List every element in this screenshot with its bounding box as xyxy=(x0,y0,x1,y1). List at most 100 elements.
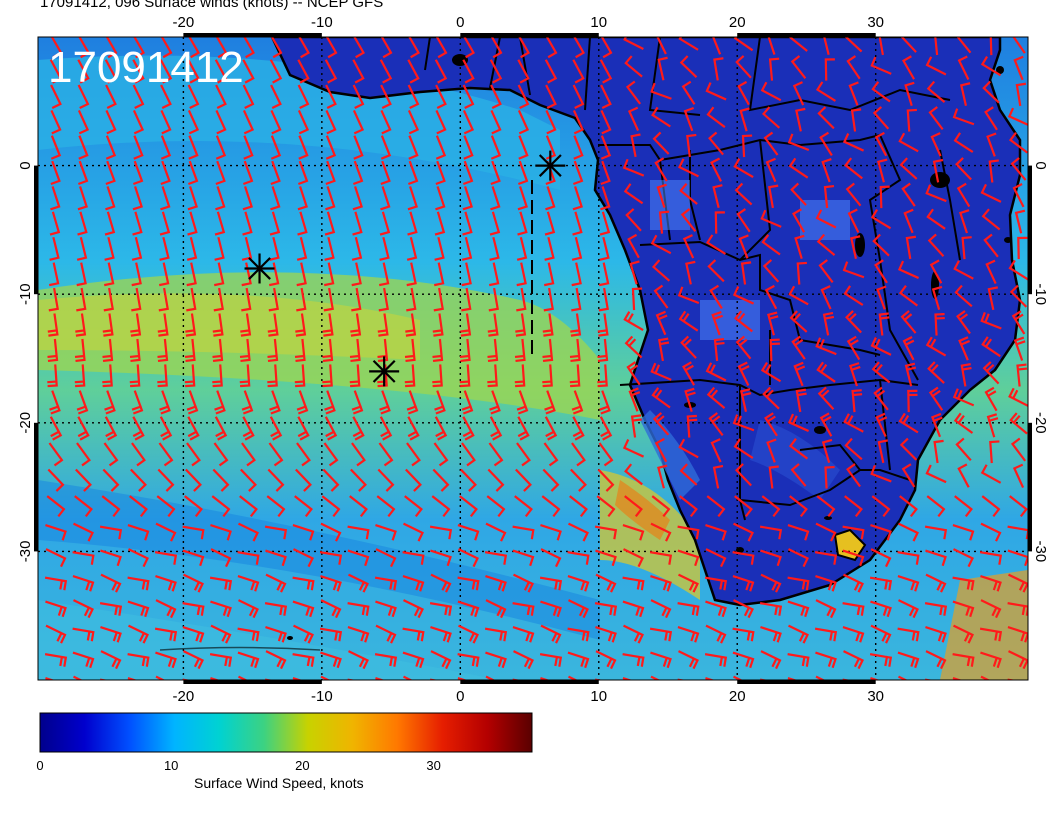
wind-barb xyxy=(131,442,146,467)
wind-barb xyxy=(791,335,806,360)
wind-barb xyxy=(435,135,447,160)
wind-barb xyxy=(432,468,450,492)
wind-barb xyxy=(434,416,448,441)
wind-barb xyxy=(650,599,672,619)
wind-barb xyxy=(787,413,810,433)
wind-barb xyxy=(981,495,1001,518)
wind-barb xyxy=(375,600,397,618)
wind-barb xyxy=(980,311,1002,330)
wind-barb xyxy=(407,186,418,211)
wind-barb xyxy=(544,390,556,415)
frame-tick xyxy=(183,33,322,37)
wind-barb xyxy=(72,575,95,592)
wind-barb xyxy=(320,599,342,619)
wind-barb xyxy=(324,236,335,261)
wind-barb xyxy=(242,160,254,186)
wind-barb xyxy=(132,416,145,441)
wind-barb xyxy=(572,59,585,84)
lon-label-bottom: -10 xyxy=(311,688,333,705)
map-title: 17091412, 096 Surface winds (knots) -- N… xyxy=(40,0,384,11)
wind-barb xyxy=(489,236,500,261)
wind-barb xyxy=(955,157,972,181)
wind-barb xyxy=(738,234,749,259)
wind-barb xyxy=(242,84,255,109)
wind-barb xyxy=(375,624,397,644)
wind-barb xyxy=(818,259,834,284)
lon-label-bottom: 20 xyxy=(729,688,746,705)
wind-barb xyxy=(734,182,753,206)
wind-barb xyxy=(320,522,342,542)
wind-barb xyxy=(210,548,232,568)
wind-barb xyxy=(1015,82,1027,107)
wind-barb xyxy=(787,133,810,152)
wind-barb xyxy=(104,416,118,441)
colorbar-title: Surface Wind Speed, knots xyxy=(194,775,364,791)
wind-barb xyxy=(435,84,447,109)
wind-barb xyxy=(737,80,750,106)
wind-barb xyxy=(815,209,837,229)
wind-barb xyxy=(815,522,837,542)
wind-barb xyxy=(434,59,448,84)
wind-barb xyxy=(517,59,530,84)
wind-barb xyxy=(869,576,893,591)
wind-barb xyxy=(380,84,392,109)
wind-barb xyxy=(569,338,581,363)
wind-barb xyxy=(485,575,507,592)
wind-barb xyxy=(622,524,645,541)
wind-barb xyxy=(379,262,390,287)
wind-barb xyxy=(624,463,643,486)
wind-barb xyxy=(319,627,343,642)
wind-barb xyxy=(407,416,420,441)
wind-barb xyxy=(542,313,554,337)
wind-barb xyxy=(324,59,338,84)
wind-barb xyxy=(379,211,391,236)
wind-barb xyxy=(845,182,862,207)
wind-barb xyxy=(678,438,699,459)
wind-barb xyxy=(239,495,258,518)
wind-barb xyxy=(242,211,253,236)
wind-barb xyxy=(186,236,198,261)
storm-marker-icon xyxy=(535,150,566,181)
wind-barb xyxy=(46,495,66,518)
wind-barb xyxy=(596,495,616,518)
wind-barb xyxy=(267,313,279,337)
wind-barb xyxy=(656,37,667,55)
wind-barb xyxy=(766,438,777,463)
wind-barb xyxy=(981,336,1001,358)
wind-barb xyxy=(622,653,645,667)
wind-barb xyxy=(796,261,807,285)
wind-barb xyxy=(677,678,687,680)
wind-barb xyxy=(459,338,471,363)
wind-barb xyxy=(100,573,122,593)
wind-barb xyxy=(787,524,810,541)
wind-barb xyxy=(705,524,727,541)
wind-barb xyxy=(681,80,696,105)
wind-barb xyxy=(925,650,947,670)
wind-barb xyxy=(512,602,535,616)
wind-barb xyxy=(296,262,307,287)
wind-barb xyxy=(543,287,554,312)
wind-barb xyxy=(873,386,889,411)
wind-barb xyxy=(212,313,224,337)
wind-barb xyxy=(213,442,229,467)
wind-barb xyxy=(542,468,560,492)
colorbar-tick-label: 20 xyxy=(295,758,310,773)
wind-barb xyxy=(270,84,282,109)
wind-barb xyxy=(325,186,336,211)
wind-barb xyxy=(487,468,505,492)
wind-barb xyxy=(517,109,530,135)
wind-barb xyxy=(210,624,232,644)
wind-barb xyxy=(129,364,141,388)
wind-barb xyxy=(849,235,861,260)
wind-barb xyxy=(73,522,94,542)
wind-barb xyxy=(650,234,672,255)
wind-barb xyxy=(132,59,145,84)
wind-barb xyxy=(458,624,479,644)
wind-barb xyxy=(159,262,170,287)
wind-barb xyxy=(955,437,972,462)
wind-barb xyxy=(184,364,196,388)
wind-barb xyxy=(678,650,699,670)
lon-label-top: 30 xyxy=(867,14,884,31)
wind-barb xyxy=(241,390,254,415)
wind-barb xyxy=(516,287,527,312)
